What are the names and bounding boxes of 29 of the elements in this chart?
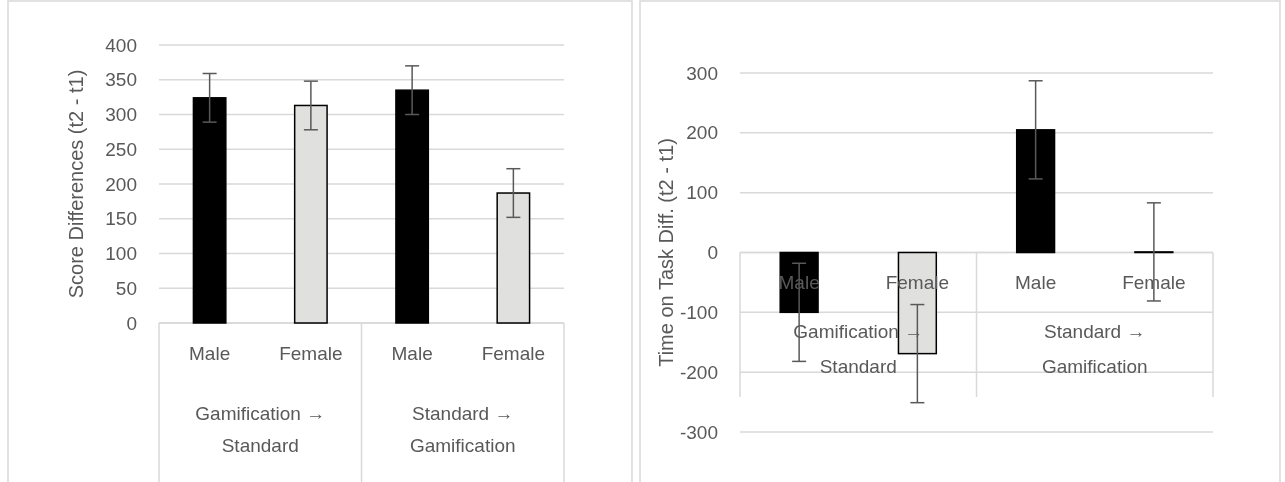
y-tick-label: 200 [686, 122, 718, 144]
y-tick-label: 300 [105, 104, 137, 126]
y-tick-label: 0 [707, 242, 718, 264]
bar [192, 97, 227, 324]
y-tick-label: 400 [105, 34, 137, 56]
y-axis-title: Time on Task Diff. (t2 - t1) [655, 138, 677, 367]
x-tick-label: Male [391, 342, 433, 364]
text: Gamification → Standard [195, 403, 326, 456]
bar [1015, 129, 1056, 254]
y-tick-label: -300 [679, 421, 718, 443]
y-tick-label: -200 [679, 361, 718, 383]
x-tick-label: Male [1015, 272, 1057, 294]
y-tick-label: 100 [105, 243, 137, 265]
x-tick-label: Female [481, 342, 546, 364]
y-tick-label: 50 [115, 277, 137, 299]
y-tick-label: 300 [686, 62, 718, 84]
text: Standard → Gamification [409, 403, 516, 456]
y-tick-label: 250 [105, 138, 137, 160]
x-tick-label: Male [189, 342, 231, 364]
bar [395, 89, 430, 324]
y-tick-label: 0 [126, 312, 137, 334]
y-tick-label: -100 [679, 301, 718, 323]
y-tick-label: 100 [686, 182, 718, 204]
y-tick-label: 200 [105, 173, 137, 195]
x-tick-label: Female [279, 342, 343, 364]
y-tick-label: 150 [105, 208, 137, 230]
annotation: Standard → Gamification [1041, 320, 1148, 377]
y-axis-title: Score Differences (t2 - t1) [65, 69, 87, 299]
y-tick-label: 350 [105, 69, 137, 91]
